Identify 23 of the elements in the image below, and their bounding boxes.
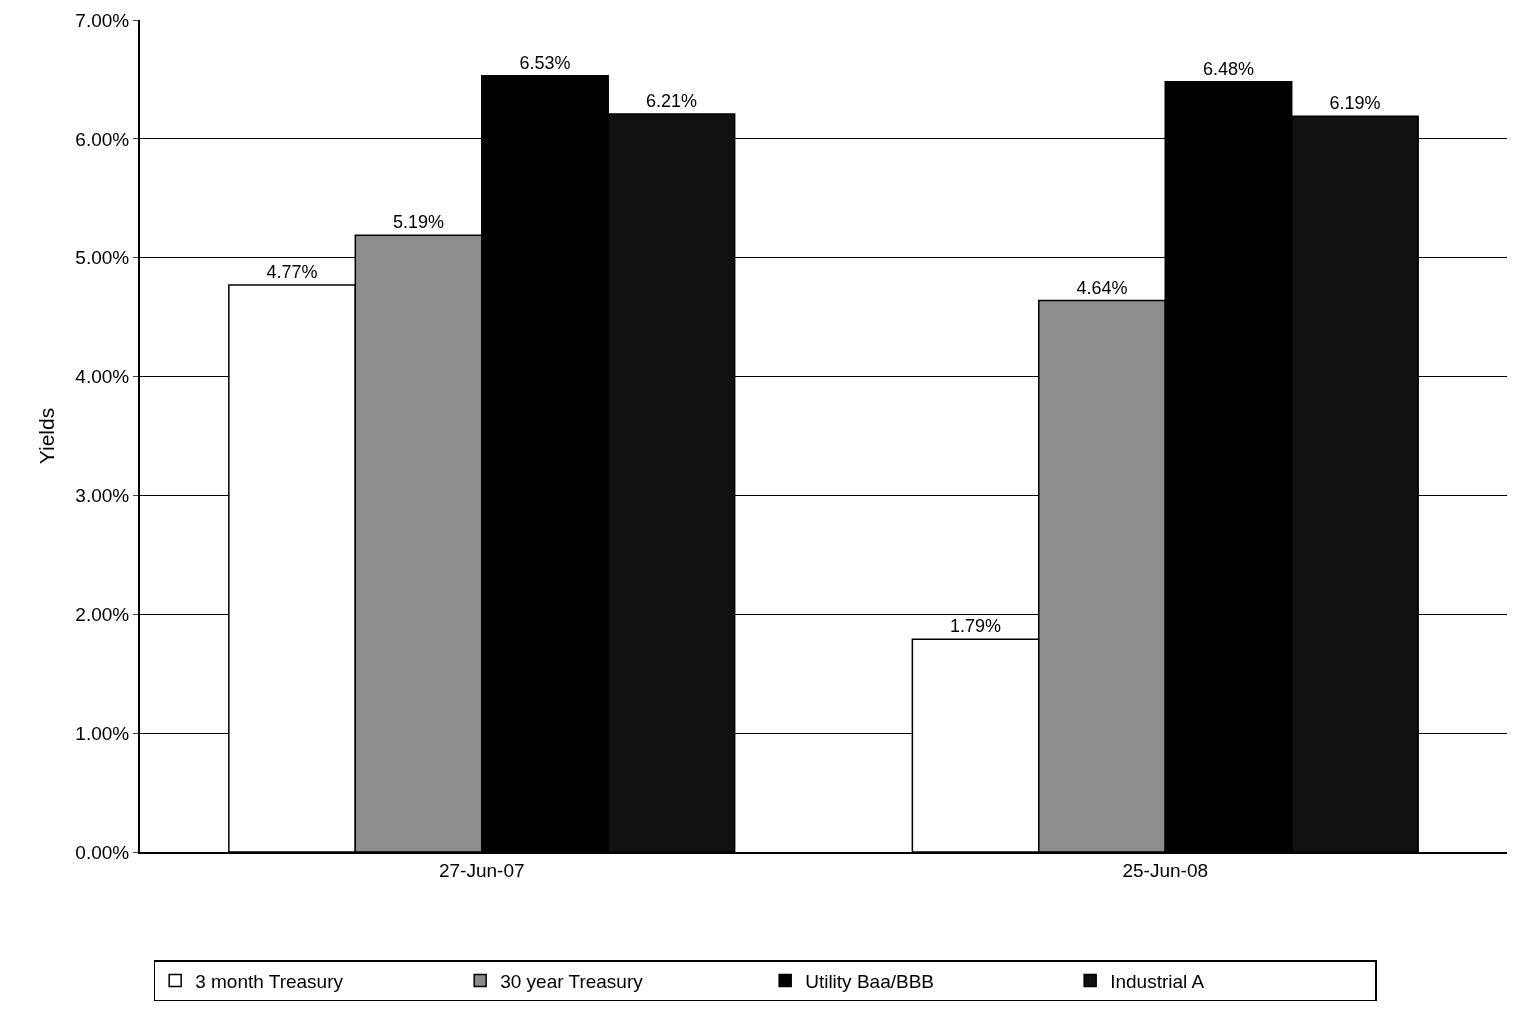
y-tick-label: 1.00% [75, 722, 130, 744]
data-label: 4.77% [266, 262, 318, 283]
y-tick-label: 4.00% [75, 366, 130, 388]
y-tick-label: 7.00% [75, 9, 130, 31]
x-tick-label: 25-Jun-08 [1122, 859, 1209, 881]
y-tick-label: 6.00% [75, 128, 130, 150]
legend-label: 30 year Treasury [500, 970, 644, 992]
legend-label: Utility Baa/BBB [805, 970, 934, 992]
data-label: 5.19% [393, 212, 445, 233]
x-tick-label: 27-Jun-07 [438, 859, 525, 881]
y-axis-title: Yields [34, 407, 58, 465]
data-label: 6.53% [519, 52, 571, 73]
y-tick-label: 5.00% [75, 247, 130, 269]
data-label: 6.19% [1329, 93, 1381, 114]
legend-label: 3 month Treasury [195, 970, 344, 992]
y-tick-label: 0.00% [75, 841, 130, 863]
data-label: 4.64% [1076, 277, 1128, 298]
data-label: 6.48% [1202, 58, 1254, 79]
legend-label: Industrial A [1110, 970, 1205, 992]
data-label: 1.79% [950, 616, 1002, 637]
y-tick-label: 3.00% [75, 485, 130, 507]
data-label: 6.21% [645, 90, 697, 111]
y-tick-label: 2.00% [75, 603, 130, 625]
